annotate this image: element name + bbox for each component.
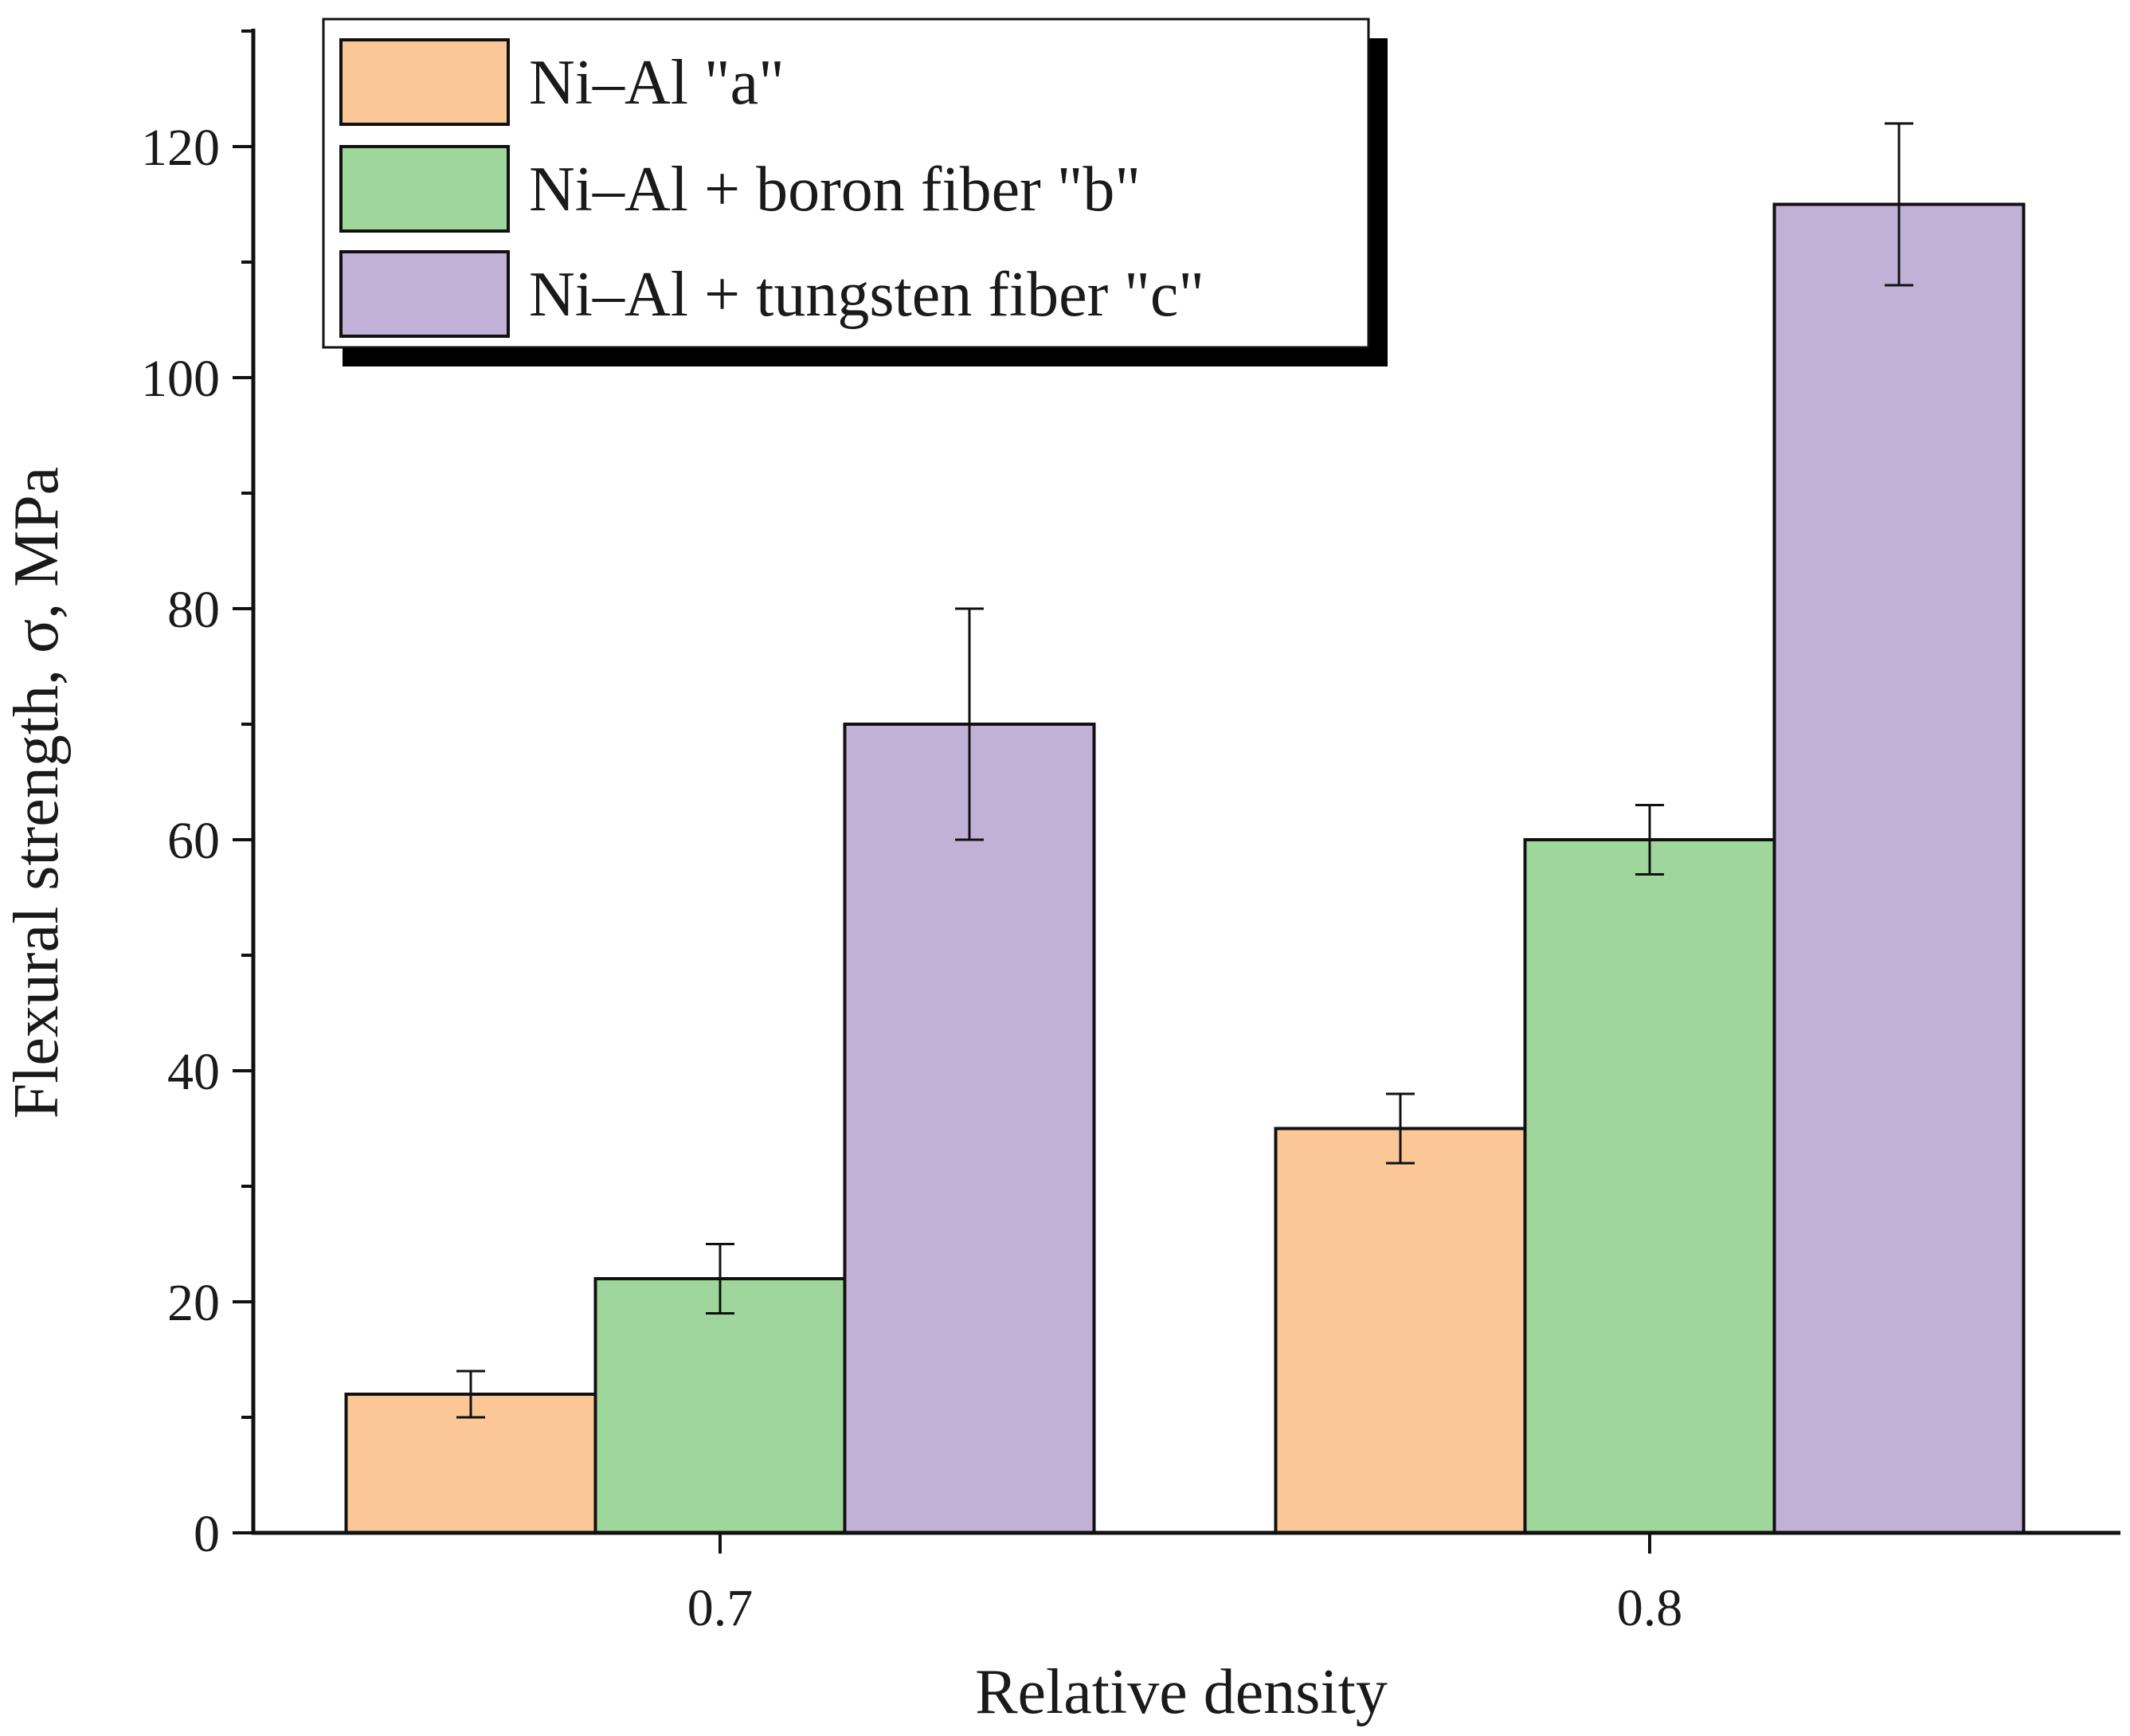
y-tick-label: 60 xyxy=(167,812,220,870)
legend-swatch-series3 xyxy=(339,250,510,338)
legend-swatch-series2 xyxy=(339,145,510,233)
error-bar-series1-0_7 xyxy=(456,1370,485,1419)
error-bar-series2-0_8 xyxy=(1635,804,1664,876)
y-tick-label: 120 xyxy=(141,119,220,177)
errorbars-layer xyxy=(456,122,1913,1419)
ticklabels-layer: 0 20 40 60 80 100 120 0.7 0.8 xyxy=(141,119,1682,1637)
x-tick-label: 0.7 xyxy=(687,1579,754,1637)
axes-layer xyxy=(233,29,2120,1554)
x-axis-title: Relative density xyxy=(975,1657,1388,1727)
legend-label-series3: Ni–Al + tungsten fiber "c" xyxy=(529,260,1204,330)
bar-series3-0_7 xyxy=(843,723,1096,1534)
legend-label-series1: Ni–Al "a" xyxy=(529,48,785,118)
bar-series1-0_8 xyxy=(1274,1127,1527,1534)
bar-series2-0_8 xyxy=(1523,838,1776,1534)
bar-series3-0_8 xyxy=(1772,202,2026,1534)
y-tick-label: 80 xyxy=(167,581,220,639)
y-tick-label: 20 xyxy=(167,1274,220,1332)
y-tick-label: 100 xyxy=(141,350,220,408)
legend-label-series2: Ni–Al + boron fiber "b" xyxy=(529,155,1141,225)
legend-swatch-series1 xyxy=(339,38,510,126)
error-bar-series1-0_8 xyxy=(1386,1092,1415,1165)
bar-series2-0_7 xyxy=(593,1277,847,1534)
y-axis-title: Flexural strength, σ, MPa xyxy=(2,467,72,1119)
x-tick-label: 0.8 xyxy=(1617,1579,1683,1637)
error-bar-series2-0_7 xyxy=(706,1243,734,1315)
error-bar-series3-0_7 xyxy=(955,607,984,841)
legend: Ni–Al "a" Ni–Al + boron fiber "b" Ni–Al + … xyxy=(322,18,1388,366)
y-tick-label: 40 xyxy=(167,1043,220,1101)
bars-layer xyxy=(344,202,2026,1534)
y-tick-label: 0 xyxy=(194,1505,220,1563)
error-bar-series3-0_8 xyxy=(1885,122,1913,287)
